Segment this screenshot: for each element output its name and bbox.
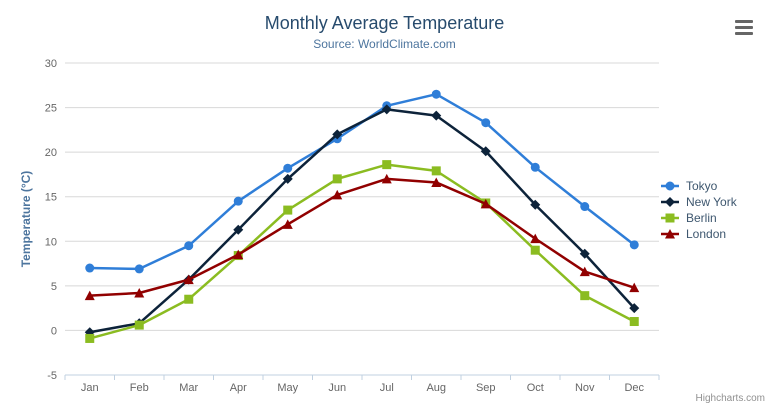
series-marker-circle[interactable] <box>283 163 293 173</box>
chart-subtitle: Source: WorldClimate.com <box>313 37 456 51</box>
series-marker-square[interactable] <box>184 294 194 304</box>
series-marker-circle[interactable] <box>481 118 491 128</box>
series-london <box>84 173 640 301</box>
x-axis-label: May <box>277 382 298 394</box>
credits-link[interactable]: Highcharts.com <box>695 393 765 404</box>
series-line-tokyo[interactable] <box>88 92 636 271</box>
export-menu-button[interactable] <box>735 20 753 36</box>
legend-marker-triangle <box>661 229 679 239</box>
series-marker-triangle[interactable] <box>629 282 640 293</box>
y-axis-label: 10 <box>45 236 57 248</box>
series-new-york <box>84 104 640 338</box>
legend-label: New York <box>686 195 737 209</box>
x-axis-label: Apr <box>230 382 247 394</box>
series-marker-square[interactable] <box>85 333 95 343</box>
series-marker-triangle[interactable] <box>332 189 343 200</box>
series-marker-diamond[interactable] <box>431 110 442 121</box>
series-marker-diamond[interactable] <box>530 199 541 210</box>
series-line-berlin[interactable] <box>88 163 636 340</box>
series-marker-triangle[interactable] <box>480 198 491 209</box>
series-marker-circle[interactable] <box>85 263 95 273</box>
legend-item-tokyo[interactable]: Tokyo <box>661 178 737 194</box>
series-marker-square[interactable] <box>629 317 639 327</box>
legend-marker-diamond <box>661 197 679 207</box>
series-marker-circle[interactable] <box>431 89 441 99</box>
y-axis-label: 0 <box>51 325 57 337</box>
y-axis-label: 25 <box>45 103 57 115</box>
x-axis-label: Dec <box>624 382 644 394</box>
legend: Tokyo New York Berlin London <box>661 178 737 242</box>
x-axis-label: Oct <box>527 382 544 394</box>
legend-item-london[interactable]: London <box>661 226 737 242</box>
series-marker-triangle[interactable] <box>530 233 541 244</box>
legend-item-berlin[interactable]: Berlin <box>661 210 737 226</box>
y-axis-label: 30 <box>45 58 57 70</box>
legend-label: London <box>686 227 727 241</box>
series-marker-square[interactable] <box>530 245 540 255</box>
series-marker-triangle[interactable] <box>282 219 293 229</box>
series-marker-square[interactable] <box>580 291 590 301</box>
series-marker-circle[interactable] <box>629 240 639 250</box>
hamburger-icon <box>735 26 753 29</box>
series-marker-triangle[interactable] <box>381 173 392 184</box>
series-marker-triangle[interactable] <box>233 249 244 260</box>
series-line-new-york[interactable] <box>88 108 636 334</box>
x-axis-label: Nov <box>575 382 595 394</box>
series-marker-circle <box>665 181 675 191</box>
series-marker-diamond[interactable] <box>381 104 392 115</box>
y-axis-label: 20 <box>45 147 57 159</box>
legend-marker-square <box>661 213 679 223</box>
x-axis-label: Jul <box>380 382 394 394</box>
series-marker-triangle[interactable] <box>84 290 95 301</box>
x-axis-label: Feb <box>130 382 149 394</box>
x-axis-label: Mar <box>179 382 198 394</box>
series-tokyo <box>85 89 639 274</box>
x-axis-label: Jun <box>328 382 346 394</box>
legend-label: Berlin <box>686 211 717 225</box>
series-marker-diamond[interactable] <box>233 224 244 235</box>
y-axis-label: -5 <box>47 370 57 382</box>
series-marker-diamond[interactable] <box>579 248 590 259</box>
hamburger-icon <box>735 20 753 23</box>
series-marker-triangle <box>665 229 675 239</box>
series-marker-circle[interactable] <box>184 241 194 251</box>
series-marker-circle[interactable] <box>580 202 590 212</box>
series-marker-square[interactable] <box>382 160 392 170</box>
legend-item-new-york[interactable]: New York <box>661 194 737 210</box>
series-marker-circle[interactable] <box>530 162 540 172</box>
series-marker-diamond[interactable] <box>480 146 491 157</box>
series-marker-square[interactable] <box>134 320 144 330</box>
series-marker-square[interactable] <box>431 166 441 176</box>
series-marker-square[interactable] <box>332 174 342 184</box>
series-marker-triangle[interactable] <box>579 266 590 277</box>
series-marker-diamond[interactable] <box>332 129 343 140</box>
series-marker-triangle[interactable] <box>431 177 442 187</box>
legend-marker-circle <box>661 181 679 191</box>
x-axis-label: Jan <box>81 382 99 394</box>
x-axis-label: Sep <box>476 382 496 394</box>
legend-label: Tokyo <box>686 179 718 193</box>
x-axis-label: Aug <box>426 382 446 394</box>
y-axis-title: Temperature (°C) <box>19 171 33 268</box>
hamburger-icon <box>735 32 753 35</box>
series-marker-circle[interactable] <box>134 264 144 274</box>
series-marker-circle[interactable] <box>233 196 243 206</box>
series-marker-diamond <box>665 197 675 207</box>
y-axis-label: 15 <box>45 192 57 204</box>
series-marker-square[interactable] <box>283 205 293 215</box>
series-marker-triangle[interactable] <box>134 287 145 298</box>
series-marker-diamond[interactable] <box>629 303 640 314</box>
series-marker-triangle[interactable] <box>183 274 194 285</box>
series-line-london[interactable] <box>88 177 636 297</box>
chart-title: Monthly Average Temperature <box>264 13 505 33</box>
y-axis-label: 5 <box>51 281 57 293</box>
series-marker-diamond[interactable] <box>282 173 293 184</box>
series-marker-square <box>665 213 675 223</box>
